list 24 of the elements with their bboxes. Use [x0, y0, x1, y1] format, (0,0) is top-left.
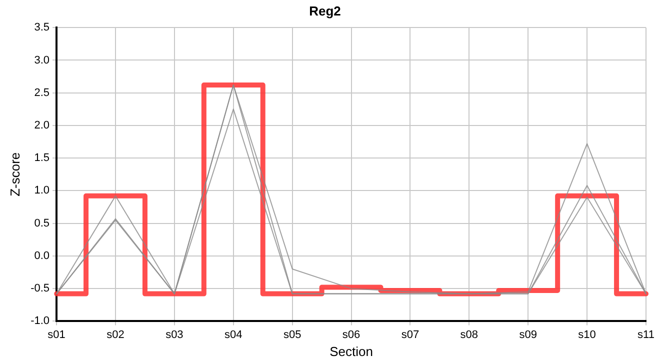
y-tick-label: 2.5 [34, 86, 50, 99]
y-tick-label: 3.0 [34, 54, 50, 66]
y-tick-label: 3.5 [34, 22, 50, 34]
x-tick-label: s04 [224, 328, 242, 341]
x-tick-label: s05 [283, 328, 302, 341]
y-tick-label: 0.5 [34, 217, 50, 230]
y-tick-label: 1.5 [34, 152, 50, 164]
x-tick-label: s11 [638, 328, 654, 341]
x-tick-label: s08 [460, 328, 478, 341]
chart-title: Reg2 [309, 3, 341, 18]
y-tick-label: 1.0 [34, 184, 50, 197]
y-axis-title: Z-score [7, 152, 22, 196]
y-tick-label: -0.5 [30, 282, 50, 295]
y-tick-label: 2.0 [34, 120, 50, 132]
x-tick-label: s01 [48, 328, 66, 341]
x-tick-label: s07 [401, 328, 420, 341]
x-tick-label: s02 [106, 328, 124, 341]
y-tick-label: -1.0 [30, 315, 50, 328]
y-tick-label: 0.0 [34, 250, 50, 262]
x-tick-label: s03 [166, 328, 184, 341]
x-tick-label: s10 [578, 328, 596, 341]
x-tick-label: s09 [519, 328, 537, 341]
x-tick-label: s06 [342, 328, 360, 341]
x-axis-title: Section [330, 344, 373, 359]
